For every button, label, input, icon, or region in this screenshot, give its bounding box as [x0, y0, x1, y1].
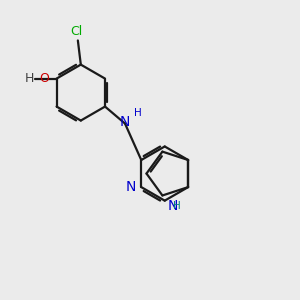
Text: Cl: Cl — [70, 25, 82, 38]
Text: H: H — [134, 108, 142, 118]
Text: N: N — [120, 115, 130, 129]
Text: N: N — [126, 179, 136, 194]
Text: O: O — [39, 72, 49, 85]
Text: H: H — [173, 201, 180, 211]
Text: N: N — [168, 199, 178, 213]
Text: H: H — [25, 72, 34, 85]
